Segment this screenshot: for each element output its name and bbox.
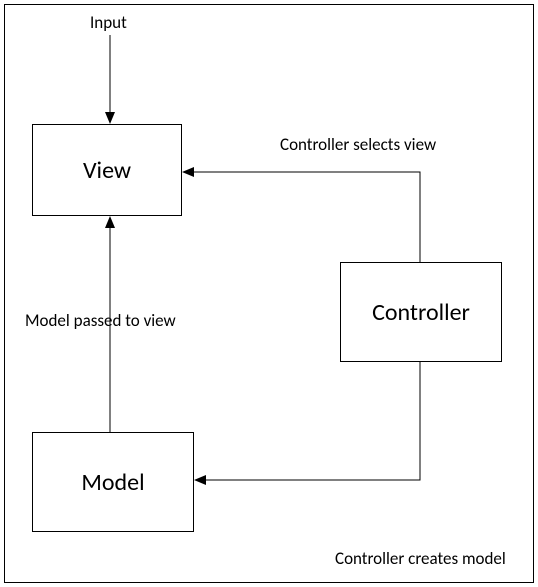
- node-controller-label: Controller: [372, 298, 470, 327]
- label-input: Input: [90, 12, 127, 33]
- label-controller-selects-view: Controller selects view: [280, 134, 436, 155]
- node-view-label: View: [83, 156, 131, 185]
- diagram-canvas: View Controller Model Input Controller selec…: [0, 0, 538, 587]
- node-controller: Controller: [340, 262, 502, 362]
- node-model: Model: [32, 432, 194, 532]
- node-view: View: [32, 124, 182, 216]
- node-model-label: Model: [81, 468, 144, 497]
- label-model-passed-to-view: Model passed to view: [25, 310, 176, 331]
- label-controller-creates-model: Controller creates model: [335, 548, 506, 569]
